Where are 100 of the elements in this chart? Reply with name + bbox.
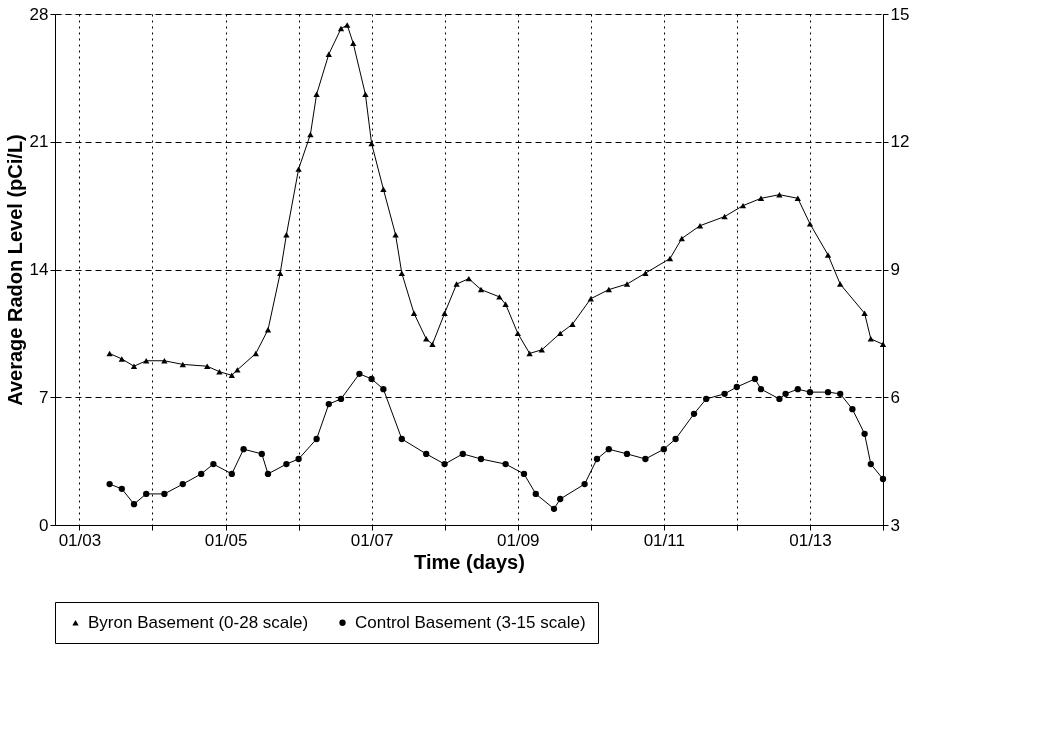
- point: [350, 40, 357, 46]
- y-axis-title: Average Radon Level (pCi/L): [3, 134, 26, 406]
- point: [228, 470, 235, 478]
- legend-label: Control Basement (3-15 scale): [355, 612, 586, 632]
- point: [441, 460, 448, 468]
- x-tick-label: 01/05: [204, 530, 248, 550]
- point: [240, 446, 247, 453]
- point: [751, 375, 759, 383]
- x-tick-label: 01/09: [497, 530, 540, 550]
- legend-label: Byron Basement (0-28 scale): [88, 612, 309, 632]
- point: [642, 455, 649, 463]
- point: [757, 386, 765, 393]
- point: [307, 131, 314, 138]
- point: [861, 430, 868, 438]
- point: [429, 341, 436, 348]
- point: [569, 321, 576, 327]
- point: [118, 356, 125, 362]
- point: [557, 330, 564, 337]
- point: [398, 270, 405, 276]
- point: [879, 341, 887, 348]
- point: [283, 232, 290, 238]
- point: [532, 490, 539, 498]
- point: [228, 372, 235, 379]
- point: [776, 395, 783, 403]
- point: [623, 450, 631, 458]
- point: [325, 400, 332, 408]
- point: [477, 455, 485, 463]
- point: [362, 91, 369, 98]
- point: [593, 455, 601, 463]
- point: [849, 406, 856, 413]
- point: [557, 495, 564, 503]
- point: [344, 22, 351, 28]
- point: [398, 435, 405, 443]
- y2-tick-label: 6: [890, 387, 900, 407]
- point: [502, 301, 509, 307]
- point: [477, 286, 485, 293]
- point: [295, 166, 302, 172]
- point: [106, 350, 113, 357]
- point: [605, 446, 612, 453]
- point: [642, 270, 649, 276]
- point: [733, 383, 740, 391]
- y2-tick-label: 15: [890, 4, 910, 24]
- point: [703, 395, 710, 403]
- point: [392, 232, 399, 238]
- point: [794, 195, 801, 202]
- point: [806, 221, 814, 227]
- y-tick-label: 7: [39, 387, 49, 407]
- point: [368, 375, 375, 383]
- point: [806, 388, 814, 396]
- point: [514, 330, 521, 337]
- y-tick-label: 14: [29, 260, 49, 279]
- x-tick-label: 01/13: [789, 530, 832, 550]
- point: [550, 505, 558, 512]
- point: [410, 310, 418, 317]
- point: [143, 490, 150, 498]
- point: [690, 410, 698, 418]
- point: [161, 490, 168, 498]
- point: [459, 450, 466, 458]
- point: [380, 386, 387, 393]
- point: [520, 470, 528, 478]
- point: [441, 310, 448, 317]
- point: [295, 455, 302, 463]
- point: [106, 480, 113, 488]
- point: [313, 435, 320, 443]
- point: [130, 363, 138, 369]
- point: [277, 270, 284, 276]
- point: [782, 390, 789, 397]
- point: [666, 255, 674, 262]
- point: [678, 235, 685, 242]
- point: [179, 480, 186, 488]
- point: [660, 446, 667, 453]
- point: [581, 480, 588, 488]
- point: [739, 202, 747, 209]
- point: [264, 470, 272, 478]
- point: [198, 470, 205, 478]
- x-axis-title: Time (days): [414, 550, 525, 573]
- point: [757, 195, 765, 202]
- point: [538, 347, 545, 353]
- point: [252, 350, 259, 357]
- point: [423, 336, 430, 342]
- point: [794, 386, 801, 393]
- y-tick-label: 28: [29, 4, 49, 24]
- point: [879, 475, 887, 483]
- y2-tick-label: 3: [890, 515, 900, 535]
- point: [672, 435, 679, 443]
- point: [502, 460, 509, 468]
- point: [380, 186, 387, 192]
- y2-tick-label: 9: [890, 260, 900, 279]
- point: [130, 500, 138, 508]
- point: [824, 252, 832, 258]
- point: [867, 460, 874, 468]
- point: [867, 336, 874, 342]
- x-tick-label: 01/03: [58, 530, 102, 550]
- point: [234, 367, 241, 373]
- point: [496, 294, 503, 300]
- point: [204, 363, 211, 369]
- x-tick-label: 01/07: [350, 530, 394, 550]
- point: [837, 281, 844, 287]
- point: [721, 213, 728, 220]
- point: [179, 361, 186, 368]
